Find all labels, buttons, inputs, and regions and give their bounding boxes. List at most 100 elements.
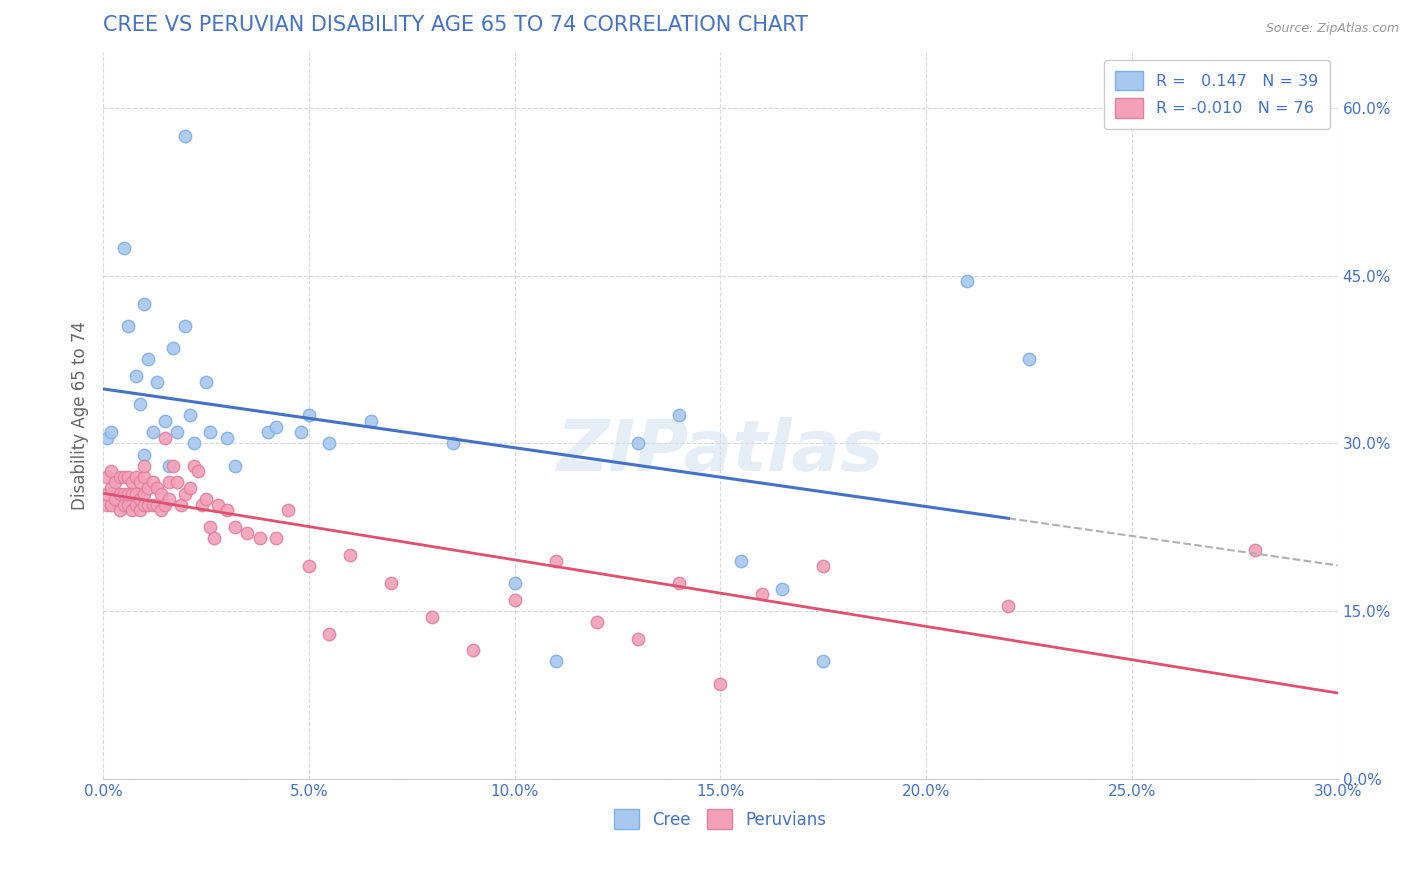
Point (249, 532, 271, 546)
Point (125, 470, 148, 484)
Point (174, 128, 197, 143)
Point (112, 498, 135, 512)
Point (956, 274, 979, 288)
Point (129, 492, 152, 507)
Point (215, 431, 238, 445)
Point (183, 458, 205, 473)
Point (183, 436, 205, 450)
Point (627, 632, 650, 646)
Point (1244, 542, 1267, 557)
Point (770, 582, 793, 596)
Point (121, 475, 143, 490)
Point (117, 498, 139, 512)
Point (544, 655, 567, 669)
Point (215, 503, 238, 517)
Point (100, 425, 122, 439)
Point (141, 498, 163, 512)
Point (125, 369, 148, 384)
Point (153, 431, 176, 445)
Point (134, 486, 156, 500)
Point (162, 458, 184, 473)
Point (145, 481, 167, 495)
Point (138, 481, 160, 495)
Point (503, 576, 526, 591)
Point (96, 486, 118, 500)
Point (191, 498, 214, 512)
Point (100, 498, 122, 512)
Point (463, 643, 485, 657)
Point (202, 532, 225, 546)
Point (813, 655, 835, 669)
Point (179, 481, 201, 495)
Point (179, 409, 201, 423)
Point (134, 458, 156, 473)
Point (224, 520, 246, 534)
Point (195, 375, 218, 389)
Point (627, 436, 650, 450)
Point (813, 559, 835, 574)
Point (108, 486, 131, 500)
Point (138, 498, 160, 512)
Point (149, 486, 172, 500)
Point (117, 486, 139, 500)
Point (125, 486, 148, 500)
Point (108, 503, 131, 517)
Point (709, 677, 731, 691)
Point (96, 498, 118, 512)
Point (730, 554, 752, 568)
Point (153, 414, 176, 428)
Point (586, 615, 609, 630)
Point (207, 498, 229, 512)
Point (290, 425, 312, 439)
Point (125, 498, 148, 512)
Point (157, 458, 180, 473)
Point (668, 576, 690, 591)
Text: CREE VS PERUVIAN DISABILITY AGE 65 TO 74 CORRELATION CHART: CREE VS PERUVIAN DISABILITY AGE 65 TO 74… (103, 15, 808, 35)
Point (174, 486, 197, 500)
Point (997, 599, 1019, 613)
Point (112, 241, 135, 255)
Text: ZIPatlas: ZIPatlas (557, 417, 884, 486)
Point (134, 498, 156, 512)
Point (264, 532, 287, 546)
Point (100, 481, 122, 495)
Point (441, 436, 464, 450)
Point (503, 593, 526, 607)
Point (198, 520, 221, 534)
Point (256, 425, 278, 439)
Legend: Cree, Peruvians: Cree, Peruvians (607, 803, 834, 836)
Point (145, 498, 167, 512)
Point (117, 470, 139, 484)
Point (298, 559, 321, 574)
Point (104, 475, 127, 490)
Point (198, 425, 221, 439)
Point (134, 296, 156, 310)
Point (121, 503, 143, 517)
Point (149, 503, 172, 517)
Point (134, 470, 156, 484)
Point (298, 409, 321, 423)
Point (174, 318, 197, 333)
Point (141, 475, 163, 490)
Point (100, 464, 122, 478)
Point (187, 464, 209, 478)
Y-axis label: Disability Age 65 to 74: Disability Age 65 to 74 (72, 321, 89, 510)
Point (112, 470, 135, 484)
Point (134, 448, 156, 462)
Point (170, 498, 193, 512)
Point (668, 409, 690, 423)
Point (157, 475, 180, 490)
Point (195, 492, 218, 507)
Point (236, 525, 259, 540)
Point (318, 626, 340, 640)
Point (145, 375, 167, 389)
Point (129, 397, 152, 411)
Point (96, 470, 118, 484)
Point (157, 492, 180, 507)
Point (224, 458, 246, 473)
Point (153, 498, 176, 512)
Point (544, 554, 567, 568)
Point (108, 470, 131, 484)
Point (420, 609, 443, 624)
Point (129, 503, 152, 517)
